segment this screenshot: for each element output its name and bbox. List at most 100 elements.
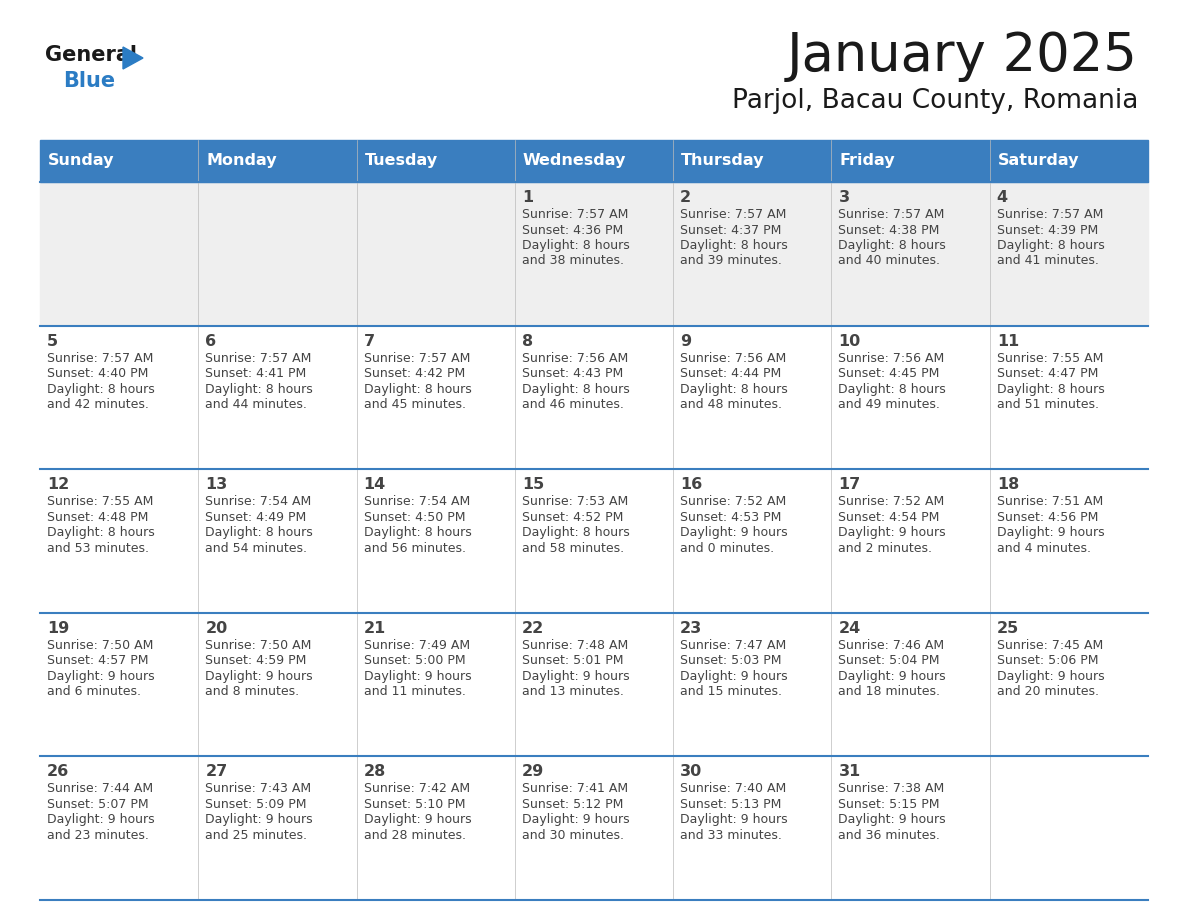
Text: Daylight: 9 hours: Daylight: 9 hours <box>997 526 1105 539</box>
Text: and 8 minutes.: and 8 minutes. <box>206 686 299 699</box>
Text: 10: 10 <box>839 333 860 349</box>
Bar <box>514 756 674 900</box>
Text: Sunrise: 7:57 AM: Sunrise: 7:57 AM <box>681 208 786 221</box>
Text: and 49 minutes.: and 49 minutes. <box>839 398 941 411</box>
Text: Friday: Friday <box>840 153 895 169</box>
Text: and 42 minutes.: and 42 minutes. <box>48 398 148 411</box>
Text: Daylight: 9 hours: Daylight: 9 hours <box>839 813 946 826</box>
Bar <box>356 756 514 900</box>
Text: Blue: Blue <box>63 71 115 91</box>
Text: Sunset: 5:06 PM: Sunset: 5:06 PM <box>997 655 1098 667</box>
Text: Sunset: 4:40 PM: Sunset: 4:40 PM <box>48 367 148 380</box>
Text: Sunrise: 7:44 AM: Sunrise: 7:44 AM <box>48 782 153 795</box>
Text: Sunrise: 7:50 AM: Sunrise: 7:50 AM <box>48 639 153 652</box>
Text: 26: 26 <box>48 765 69 779</box>
Text: Daylight: 8 hours: Daylight: 8 hours <box>522 526 630 539</box>
Bar <box>832 182 990 326</box>
Text: Sunrise: 7:57 AM: Sunrise: 7:57 AM <box>206 352 311 364</box>
Text: and 13 minutes.: and 13 minutes. <box>522 686 624 699</box>
Text: Daylight: 8 hours: Daylight: 8 hours <box>364 526 472 539</box>
Text: and 56 minutes.: and 56 minutes. <box>364 542 466 554</box>
Text: Sunset: 5:00 PM: Sunset: 5:00 PM <box>364 655 466 667</box>
Text: Sunset: 4:54 PM: Sunset: 4:54 PM <box>839 510 940 523</box>
Text: Daylight: 8 hours: Daylight: 8 hours <box>522 383 630 396</box>
Text: Sunset: 4:47 PM: Sunset: 4:47 PM <box>997 367 1098 380</box>
Text: Sunrise: 7:56 AM: Sunrise: 7:56 AM <box>839 352 944 364</box>
Text: Sunrise: 7:42 AM: Sunrise: 7:42 AM <box>364 782 469 795</box>
Text: Sunrise: 7:50 AM: Sunrise: 7:50 AM <box>206 639 311 652</box>
Text: 5: 5 <box>48 333 58 349</box>
Text: and 48 minutes.: and 48 minutes. <box>681 398 782 411</box>
Text: 13: 13 <box>206 477 228 492</box>
Text: and 41 minutes.: and 41 minutes. <box>997 254 1099 267</box>
Text: Sunset: 4:53 PM: Sunset: 4:53 PM <box>681 510 782 523</box>
Text: and 40 minutes.: and 40 minutes. <box>839 254 941 267</box>
Bar <box>832 326 990 469</box>
Bar <box>832 613 990 756</box>
Text: Sunrise: 7:51 AM: Sunrise: 7:51 AM <box>997 495 1102 509</box>
Text: Daylight: 9 hours: Daylight: 9 hours <box>839 670 946 683</box>
Text: 29: 29 <box>522 765 544 779</box>
Text: Sunrise: 7:46 AM: Sunrise: 7:46 AM <box>839 639 944 652</box>
Text: 23: 23 <box>681 621 702 636</box>
Bar <box>514 613 674 756</box>
Text: Sunrise: 7:57 AM: Sunrise: 7:57 AM <box>48 352 153 364</box>
Text: Sunset: 4:50 PM: Sunset: 4:50 PM <box>364 510 465 523</box>
Bar <box>990 326 1148 469</box>
Bar <box>832 756 990 900</box>
Text: 18: 18 <box>997 477 1019 492</box>
Text: and 4 minutes.: and 4 minutes. <box>997 542 1091 554</box>
Text: and 44 minutes.: and 44 minutes. <box>206 398 308 411</box>
Bar <box>198 756 356 900</box>
Text: and 51 minutes.: and 51 minutes. <box>997 398 1099 411</box>
Text: 9: 9 <box>681 333 691 349</box>
Text: Sunset: 4:45 PM: Sunset: 4:45 PM <box>839 367 940 380</box>
Text: Daylight: 9 hours: Daylight: 9 hours <box>48 813 154 826</box>
Bar <box>40 182 198 326</box>
Bar <box>514 326 674 469</box>
Bar <box>990 182 1148 326</box>
Text: Sunset: 4:36 PM: Sunset: 4:36 PM <box>522 223 624 237</box>
Bar <box>198 613 356 756</box>
Text: 8: 8 <box>522 333 533 349</box>
Text: 6: 6 <box>206 333 216 349</box>
Bar <box>198 326 356 469</box>
Text: 14: 14 <box>364 477 386 492</box>
Text: Sunset: 4:52 PM: Sunset: 4:52 PM <box>522 510 624 523</box>
Text: Sunrise: 7:49 AM: Sunrise: 7:49 AM <box>364 639 469 652</box>
Bar <box>674 613 832 756</box>
Text: 16: 16 <box>681 477 702 492</box>
Text: 11: 11 <box>997 333 1019 349</box>
Bar <box>40 140 1148 182</box>
Text: 12: 12 <box>48 477 69 492</box>
Text: Daylight: 8 hours: Daylight: 8 hours <box>206 383 312 396</box>
Text: Sunset: 4:41 PM: Sunset: 4:41 PM <box>206 367 307 380</box>
Text: Sunrise: 7:52 AM: Sunrise: 7:52 AM <box>839 495 944 509</box>
Text: Sunset: 5:10 PM: Sunset: 5:10 PM <box>364 798 465 811</box>
Text: Daylight: 9 hours: Daylight: 9 hours <box>839 526 946 539</box>
Text: Sunset: 5:12 PM: Sunset: 5:12 PM <box>522 798 624 811</box>
Text: Sunrise: 7:56 AM: Sunrise: 7:56 AM <box>522 352 628 364</box>
Text: Daylight: 8 hours: Daylight: 8 hours <box>48 526 154 539</box>
Text: Daylight: 9 hours: Daylight: 9 hours <box>997 670 1105 683</box>
Text: 24: 24 <box>839 621 860 636</box>
Bar <box>674 326 832 469</box>
Bar <box>356 469 514 613</box>
Text: 17: 17 <box>839 477 860 492</box>
Text: and 36 minutes.: and 36 minutes. <box>839 829 941 842</box>
Text: Parjol, Bacau County, Romania: Parjol, Bacau County, Romania <box>732 88 1138 114</box>
Text: 4: 4 <box>997 190 1007 205</box>
Text: Daylight: 8 hours: Daylight: 8 hours <box>997 239 1105 252</box>
Bar <box>674 756 832 900</box>
Text: 27: 27 <box>206 765 228 779</box>
Text: and 11 minutes.: and 11 minutes. <box>364 686 466 699</box>
Text: Saturday: Saturday <box>998 153 1079 169</box>
Text: Sunrise: 7:40 AM: Sunrise: 7:40 AM <box>681 782 786 795</box>
Bar <box>674 469 832 613</box>
Text: Thursday: Thursday <box>681 153 765 169</box>
Text: Sunrise: 7:57 AM: Sunrise: 7:57 AM <box>997 208 1104 221</box>
Text: and 20 minutes.: and 20 minutes. <box>997 686 1099 699</box>
Text: Sunset: 4:37 PM: Sunset: 4:37 PM <box>681 223 782 237</box>
Text: Sunset: 4:59 PM: Sunset: 4:59 PM <box>206 655 307 667</box>
Text: Daylight: 8 hours: Daylight: 8 hours <box>364 383 472 396</box>
